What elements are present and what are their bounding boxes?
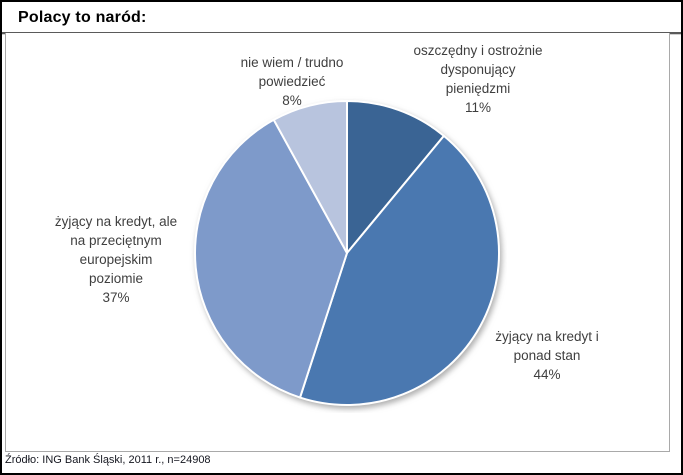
pie-label-no-answer: nie wiem / trudno powiedzieć 8% xyxy=(240,55,344,108)
pie-label-saving-careful: oszczędny i ostrożnie dysponujący pienię… xyxy=(413,43,543,115)
pie-slices-group xyxy=(193,100,501,406)
pie-slice-3 xyxy=(272,100,348,254)
pie-slice-1 xyxy=(299,134,501,406)
pie-label-credit-beyond-means: żyjący na kredyt i ponad stan 44% xyxy=(495,329,599,382)
source-note: Źródło: ING Bank Śląski, 2011 r., n=2490… xyxy=(5,454,211,466)
pie-label-credit-average-level: żyjący na kredyt, ale na przeciętnym eur… xyxy=(54,214,178,305)
pie-slice-2 xyxy=(193,118,348,399)
chart-title: Polacy to naród: xyxy=(18,9,147,26)
pie-chart xyxy=(193,100,501,406)
pie-slice-0 xyxy=(346,100,445,254)
